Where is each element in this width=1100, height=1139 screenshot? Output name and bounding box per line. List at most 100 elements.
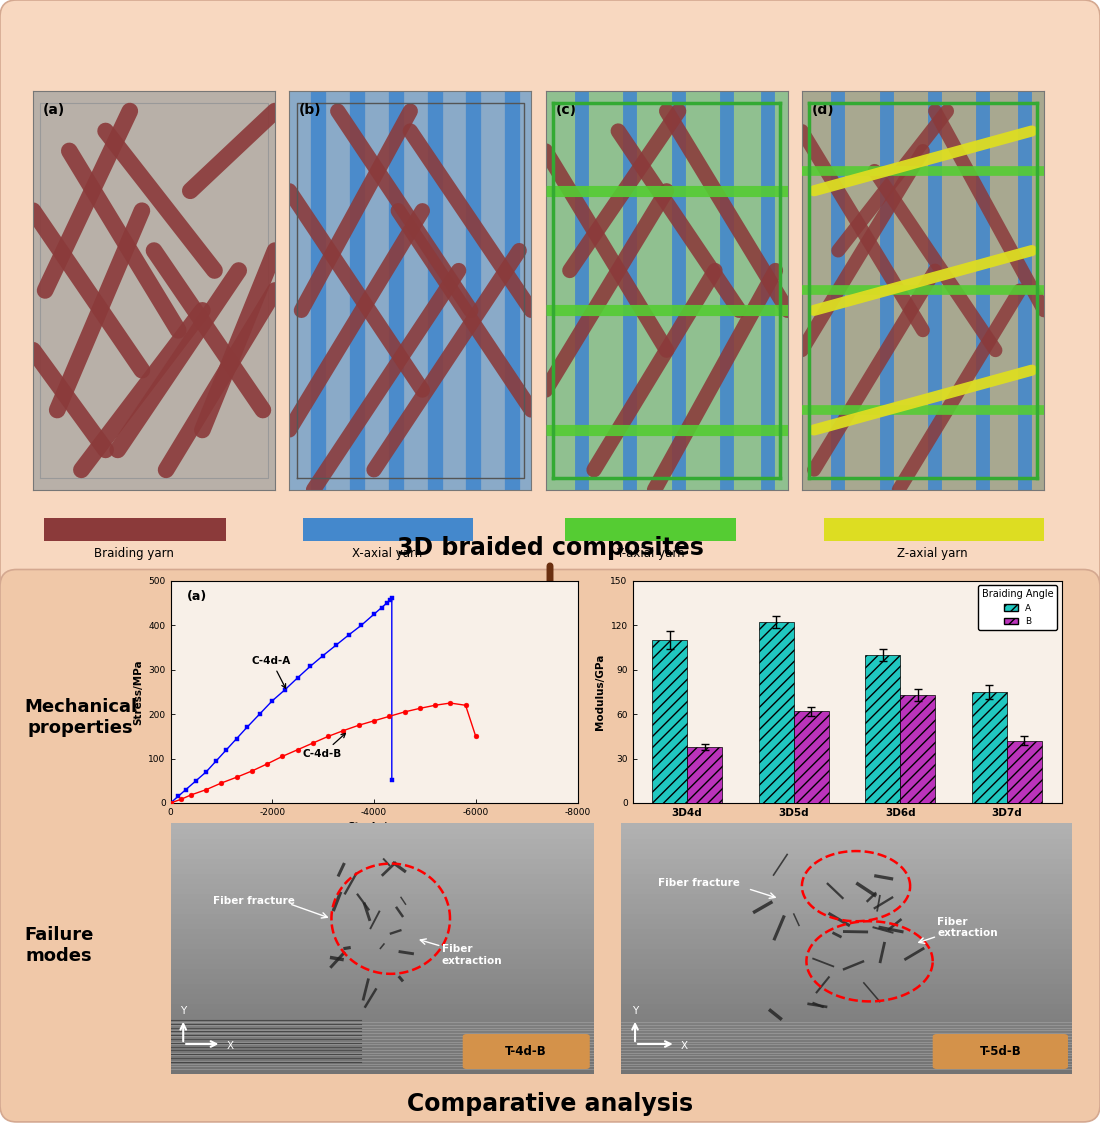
- Bar: [170, 884, 594, 888]
- Bar: [621, 953, 1072, 959]
- Bar: [621, 859, 1072, 863]
- Text: X-axial yarn: X-axial yarn: [352, 547, 422, 559]
- Bar: [170, 903, 594, 909]
- Text: Comparative analysis: Comparative analysis: [407, 1092, 693, 1116]
- Bar: [170, 959, 594, 964]
- Bar: [170, 1014, 594, 1019]
- Bar: [170, 949, 594, 953]
- Text: C-4d-B: C-4d-B: [302, 734, 345, 759]
- Bar: [170, 844, 594, 849]
- Text: C-4d-A: C-4d-A: [252, 656, 292, 688]
- Bar: [170, 999, 594, 1003]
- Text: Y: Y: [631, 1006, 638, 1016]
- Bar: [170, 834, 594, 838]
- Bar: [621, 1049, 1072, 1054]
- Bar: [170, 878, 594, 884]
- Bar: [971, 691, 1006, 803]
- Bar: [621, 894, 1072, 899]
- Text: (d): (d): [812, 104, 834, 117]
- Bar: [170, 978, 594, 984]
- Bar: [621, 1034, 1072, 1039]
- Bar: [170, 924, 594, 928]
- Bar: [170, 1019, 594, 1024]
- Bar: [621, 1019, 1072, 1024]
- Bar: [170, 969, 594, 974]
- Bar: [170, 984, 594, 989]
- Bar: [170, 1059, 594, 1064]
- Bar: [621, 944, 1072, 949]
- Bar: [621, 999, 1072, 1003]
- Y-axis label: Modulus/GPa: Modulus/GPa: [595, 654, 605, 730]
- Bar: [170, 1003, 594, 1009]
- Bar: [621, 959, 1072, 964]
- Bar: [652, 640, 688, 803]
- Bar: [621, 913, 1072, 919]
- Text: Mechanical
properties: Mechanical properties: [24, 698, 138, 737]
- Text: X: X: [227, 1041, 233, 1051]
- Bar: [621, 1039, 1072, 1044]
- Bar: [170, 1054, 594, 1059]
- Bar: [621, 1054, 1072, 1059]
- Bar: [170, 989, 594, 994]
- Bar: [170, 838, 594, 844]
- Bar: [621, 823, 1072, 828]
- Bar: [621, 863, 1072, 869]
- Bar: [170, 974, 594, 978]
- Bar: [621, 978, 1072, 984]
- Bar: [621, 853, 1072, 859]
- Bar: [621, 924, 1072, 928]
- Bar: [170, 953, 594, 959]
- Bar: [170, 894, 594, 899]
- Bar: [621, 834, 1072, 838]
- Bar: [621, 1014, 1072, 1019]
- Bar: [621, 828, 1072, 834]
- Text: (b): (b): [299, 104, 321, 117]
- Bar: [170, 944, 594, 949]
- Bar: [170, 994, 594, 999]
- Bar: [170, 853, 594, 859]
- Bar: [621, 1044, 1072, 1049]
- Bar: [170, 823, 594, 828]
- Bar: [688, 747, 723, 803]
- Bar: [170, 939, 594, 944]
- Text: Y: Y: [180, 1006, 186, 1016]
- Bar: [865, 655, 900, 803]
- Bar: [170, 888, 594, 894]
- Bar: [621, 1009, 1072, 1014]
- Bar: [170, 859, 594, 863]
- Bar: [170, 934, 594, 939]
- Bar: [621, 884, 1072, 888]
- Bar: [621, 949, 1072, 953]
- Bar: [170, 919, 594, 924]
- Bar: [170, 869, 594, 874]
- Bar: [170, 899, 594, 903]
- Bar: [621, 1024, 1072, 1029]
- Bar: [170, 828, 594, 834]
- Text: (a): (a): [43, 104, 65, 117]
- Text: Z-axial yarn: Z-axial yarn: [898, 547, 968, 559]
- Bar: [621, 838, 1072, 844]
- Bar: [621, 903, 1072, 909]
- Bar: [621, 928, 1072, 934]
- Bar: [170, 1070, 594, 1074]
- Text: (c): (c): [556, 104, 576, 117]
- Bar: [621, 974, 1072, 978]
- Bar: [621, 984, 1072, 989]
- Bar: [170, 1009, 594, 1014]
- Text: Fiber fracture: Fiber fracture: [213, 895, 295, 906]
- Text: Fiber fracture: Fiber fracture: [658, 878, 739, 888]
- Text: Failure
modes: Failure modes: [24, 926, 94, 965]
- Text: T-5d-B: T-5d-B: [979, 1044, 1021, 1058]
- Bar: [621, 989, 1072, 994]
- Bar: [621, 888, 1072, 894]
- Bar: [170, 928, 594, 934]
- Bar: [621, 1003, 1072, 1009]
- Bar: [621, 874, 1072, 878]
- Bar: [621, 1064, 1072, 1070]
- FancyBboxPatch shape: [463, 1034, 590, 1070]
- Bar: [621, 1059, 1072, 1064]
- X-axis label: Strain/με: Strain/με: [348, 822, 400, 833]
- Bar: [170, 1039, 594, 1044]
- X-axis label: Braiding Structure: Braiding Structure: [792, 823, 902, 834]
- Bar: [621, 939, 1072, 944]
